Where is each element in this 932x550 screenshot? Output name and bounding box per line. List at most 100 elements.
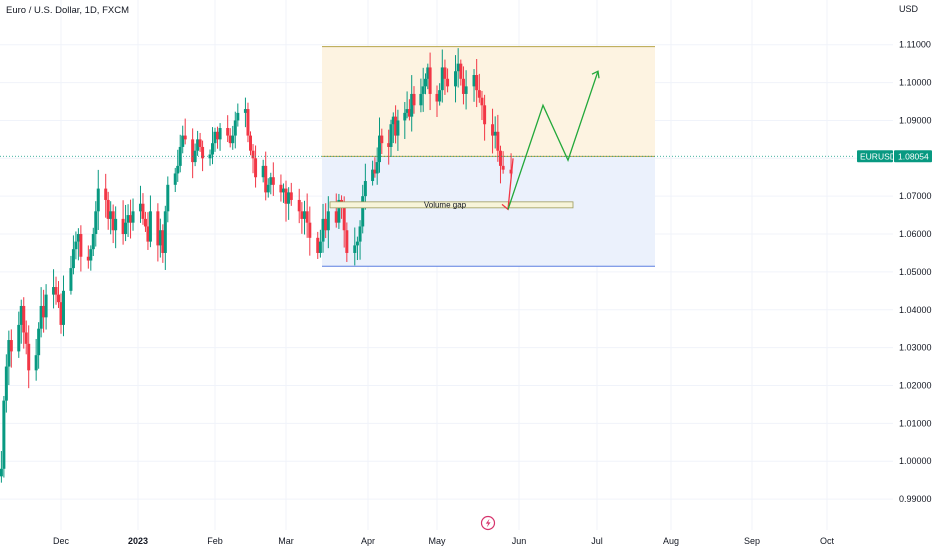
candle [213,127,217,152]
price-tick-label: 1.09000 [899,115,932,125]
pattern-boxes [322,46,655,267]
price-tick-label: 0.99000 [899,494,932,504]
candle [493,116,497,149]
candle [7,330,11,386]
candle [394,105,398,144]
candle [86,245,90,269]
candle [266,178,270,198]
candle [456,48,460,88]
candle [424,73,427,95]
candle [233,111,237,149]
candle [2,395,6,478]
candle [181,125,185,154]
up-arrow-head [591,70,600,79]
candle [216,126,220,149]
candle [131,198,135,231]
price-tick-label: 1.10000 [899,78,932,88]
price-tick-label: 1.02000 [899,380,932,390]
candle [173,167,177,193]
down-arrow[interactable] [507,158,514,210]
price-tick-label: 1.11000 [899,40,931,50]
price-tick-label: 1.01000 [899,418,932,428]
candle [211,127,215,165]
candle [472,69,476,102]
candle [196,130,200,156]
candle [111,204,115,244]
candle [375,147,379,185]
symbol-title[interactable]: Euro / U.S. Dollar, 1D, FXCM [6,5,129,16]
candle [303,200,307,235]
candle [326,196,330,249]
candle [355,236,359,261]
lightning-icon[interactable] [480,515,496,531]
candle [201,140,205,172]
candle [440,49,444,103]
candle [483,94,487,141]
projection-drawings: Volume gap [329,70,600,211]
candle [246,102,250,143]
candle [54,276,58,305]
candle [496,114,500,162]
candle [114,206,118,249]
candle [391,112,395,144]
candle [104,173,108,218]
candle [69,255,73,295]
time-tick-label: Dec [53,536,70,546]
candle [37,322,41,369]
candle [236,103,240,127]
candle [396,109,400,151]
candle [405,91,409,119]
candle [121,200,125,245]
candle [287,187,291,220]
candle [163,205,167,270]
candle [426,63,430,90]
time-tick-label: May [428,536,446,546]
candle [321,203,325,253]
time-axis[interactable]: Dec 2023 Feb Mar Apr May Jun Jul Aug Sep Oct [53,536,835,546]
candle [477,73,481,103]
candle [183,118,187,145]
price-tick-label: 1.00000 [899,456,932,466]
candle [316,231,320,259]
candle [279,174,283,202]
time-tick-label: Oct [820,536,835,546]
candle [251,144,255,174]
candle [412,86,416,114]
candle [96,169,100,230]
candle [124,204,128,242]
time-tick-label: Mar [278,536,294,546]
candle [4,354,8,413]
volume-gap-box[interactable] [329,201,574,209]
candle [435,85,439,118]
candle [475,58,479,108]
price-tick-label: 1.03000 [899,343,932,353]
candle [389,119,393,157]
candle [91,227,95,256]
candle [59,293,63,334]
candle [358,220,362,260]
candle [27,325,31,389]
candle [318,229,322,258]
candle [22,297,26,349]
price-tick-label: 1.05000 [899,267,932,277]
candle [501,151,505,174]
candle [269,172,273,195]
candle [9,329,13,368]
price-axis[interactable]: 1.110001.100001.090001.080001.070001.060… [899,40,932,504]
candle [380,128,384,155]
candle [480,90,484,121]
candle [300,202,304,234]
volume-gap-label: Volume gap [424,200,467,209]
up-projection-path[interactable] [507,71,599,210]
candle [378,117,381,173]
last-price-label: 1.08054 [898,151,929,161]
candle [421,67,425,112]
time-tick-label: Sep [744,536,760,546]
price-tick-label: 1.06000 [899,229,932,239]
time-tick-label: Aug [663,536,679,546]
resistance-zone[interactable] [322,46,655,157]
candle [156,203,160,262]
candle [361,184,365,234]
candle [334,193,338,228]
